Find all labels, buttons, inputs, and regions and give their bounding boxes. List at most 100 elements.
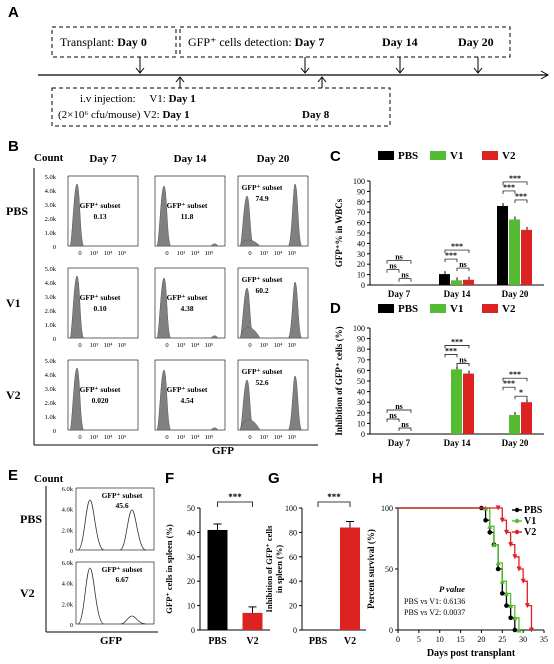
flow-b-column-label: Day 14 bbox=[174, 153, 207, 165]
flow-e-y-tick: 2.0k bbox=[62, 527, 74, 534]
flow-b-x-tick: 0 bbox=[165, 342, 168, 349]
flow-b-frame bbox=[154, 359, 226, 431]
flow-b-x-tick: 10⁴ bbox=[191, 250, 201, 257]
legend-swatch bbox=[378, 151, 394, 160]
y-axis-label: Inhibition of GFP⁺ cells (%) bbox=[334, 326, 344, 435]
flow-e-y-tick: 4.0k bbox=[62, 507, 74, 514]
flow-b-column-label: Day 7 bbox=[89, 153, 117, 165]
flow-e-y-tick: 6.0k bbox=[62, 560, 74, 567]
flow-b-subset-value: 0.10 bbox=[93, 304, 106, 313]
flow-b-y-tick: 0 bbox=[53, 428, 56, 435]
flow-b-y-tick: 5.0k bbox=[45, 358, 57, 365]
flow-b-row-label: V1 bbox=[6, 296, 21, 310]
y-tick-label: 90 bbox=[357, 335, 365, 344]
flow-b-y-tick: 2.0k bbox=[45, 400, 57, 407]
flow-b-y-tick: 5.0k bbox=[45, 174, 57, 181]
legend-swatch bbox=[430, 304, 446, 313]
y-tick-label: 0 bbox=[361, 430, 365, 439]
flow-e-y-tick: 2.0k bbox=[62, 601, 74, 608]
survival-marker bbox=[495, 505, 501, 511]
legend-label: V2 bbox=[502, 303, 516, 315]
pvalue-title: P value bbox=[439, 584, 465, 594]
y-tick-label: 40 bbox=[357, 388, 365, 397]
bar bbox=[439, 274, 450, 285]
flow-b-x-tick: 10⁵ bbox=[118, 342, 127, 349]
flow-e-peak-positive bbox=[119, 615, 147, 625]
pvalue-line: PBS vs V2: 0.0037 bbox=[404, 608, 465, 617]
survival-marker bbox=[495, 566, 501, 572]
x-tick-label: 0 bbox=[396, 635, 400, 644]
legend-label: V1 bbox=[450, 303, 463, 315]
bar bbox=[451, 369, 462, 434]
significance-label: ns bbox=[401, 271, 409, 280]
chart-h-survival: 0 50 100 0 5 10 15 20 25 30 35 Percent survival (%)… bbox=[366, 504, 548, 659]
flow-b-peak-positive bbox=[287, 183, 303, 247]
survival-marker bbox=[512, 627, 518, 633]
bar bbox=[463, 279, 474, 285]
x-tick-label: PBS bbox=[309, 636, 328, 647]
injection-line1: i.v injection: V1: Day 1 bbox=[80, 93, 196, 105]
bar bbox=[509, 219, 520, 285]
flow-b-x-tick: 10³ bbox=[177, 342, 186, 349]
legend-label: V1 bbox=[524, 516, 536, 527]
survival-marker bbox=[512, 554, 518, 560]
bar bbox=[451, 280, 462, 285]
y-tick-label: 20 bbox=[187, 577, 195, 586]
flow-b-frame bbox=[67, 175, 139, 247]
flow-b-column-label: Day 20 bbox=[257, 153, 290, 165]
y-tick-label: 30 bbox=[357, 250, 365, 259]
survival-marker bbox=[487, 530, 493, 535]
significance-bracket bbox=[502, 386, 516, 391]
y-axis-label: Inhibition of GFP⁺ cells bbox=[264, 525, 274, 613]
x-tick-label: Day 14 bbox=[444, 289, 471, 299]
flow-b-frame bbox=[67, 359, 139, 431]
flow-b-y-tick: 1.0k bbox=[45, 230, 57, 237]
flow-b-x-tick: 10⁴ bbox=[191, 342, 201, 349]
significance-bracket bbox=[502, 181, 528, 185]
timeline-arrows bbox=[135, 57, 483, 88]
legend-label: V2 bbox=[524, 527, 536, 538]
panel-label-a: A bbox=[8, 4, 19, 21]
y-tick-label: 10 bbox=[357, 419, 365, 428]
flow-b-subset-label: GFP⁺ subset bbox=[80, 201, 121, 210]
flow-e-count-label: Count bbox=[34, 473, 64, 485]
y-tick-label: 0 bbox=[191, 626, 195, 635]
significance-label: *** bbox=[445, 346, 457, 355]
y-tick-label: 70 bbox=[357, 208, 365, 217]
significance-bracket bbox=[502, 377, 528, 382]
y-tick-label: 100 bbox=[285, 504, 297, 513]
significance-label: *** bbox=[445, 251, 457, 260]
flow-b-peak-low bbox=[239, 419, 261, 431]
flow-b-subset-label: GFP⁺ subset bbox=[242, 367, 283, 376]
flow-b-y-tick: 2.0k bbox=[45, 216, 57, 223]
legend-swatch bbox=[482, 304, 498, 313]
y-tick-label: 20 bbox=[289, 602, 297, 611]
significance-bracket bbox=[514, 395, 528, 400]
detection-day14: Day 14 bbox=[382, 35, 418, 49]
flow-b-frame bbox=[237, 175, 309, 247]
y-tick-label: 80 bbox=[357, 345, 365, 354]
flow-b-y-tick: 2.0k bbox=[45, 308, 57, 315]
flow-b-x-tick: 10⁴ bbox=[104, 250, 114, 257]
y-tick-label: 40 bbox=[289, 577, 297, 586]
panel-label-d: D bbox=[330, 300, 341, 317]
flow-b-y-tick: 0 bbox=[53, 336, 56, 343]
significance-label: ns bbox=[459, 260, 467, 269]
legend-label: V1 bbox=[450, 150, 463, 162]
survival-line-v1 bbox=[398, 507, 520, 630]
y-axis-label: in spleen (%) bbox=[274, 545, 284, 593]
flow-b-peak-positive bbox=[287, 375, 303, 431]
flow-b-y-tick: 4.0k bbox=[45, 188, 57, 195]
flow-b-y-tick: 4.0k bbox=[45, 372, 57, 379]
flow-b-x-tick: 10³ bbox=[177, 250, 186, 257]
flow-b-x-tick: 10³ bbox=[177, 434, 186, 441]
x-tick-label: Day 20 bbox=[502, 438, 529, 448]
flow-b-row-label: V2 bbox=[6, 388, 21, 402]
panel-label-h: H bbox=[372, 470, 383, 487]
survival-marker bbox=[508, 615, 513, 621]
y-tick-label: 90 bbox=[357, 187, 365, 196]
significance-bracket bbox=[386, 269, 400, 273]
flow-b-count-label: Count bbox=[34, 152, 64, 164]
significance-bracket bbox=[386, 418, 400, 422]
